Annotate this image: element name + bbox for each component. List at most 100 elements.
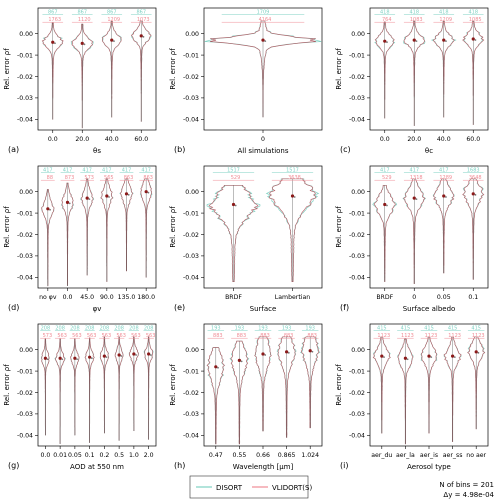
mean-point <box>149 354 152 356</box>
mean-point <box>76 358 78 361</box>
count-label-vlidort: 1120 <box>78 17 91 23</box>
count-label-vlidort: 1123 <box>401 333 414 339</box>
y-tick-label: -0.01 <box>17 210 33 217</box>
legend-label-disort: DISORT <box>216 484 243 492</box>
median-point <box>110 38 114 42</box>
count-label-vlidort: 565 <box>104 175 114 181</box>
x-axis-label: Wavelength [μm] <box>233 463 294 471</box>
mean-point <box>453 356 456 359</box>
x-tick-label: 90.0 <box>100 294 114 301</box>
count-label-vlidort: 873 <box>65 175 75 181</box>
mean-point <box>474 193 477 196</box>
mean-point <box>240 360 243 363</box>
y-tick-label: -0.04 <box>17 433 33 440</box>
count-label-disort: 415 <box>377 326 387 332</box>
y-axis-label: Rel. error ρf <box>335 48 343 90</box>
y-tick-label: -0.03 <box>349 95 365 102</box>
median-point <box>51 40 55 44</box>
plot-frame <box>37 323 157 447</box>
x-axis-label: θc <box>425 147 433 155</box>
median-point <box>442 38 446 42</box>
median-point <box>427 354 431 358</box>
median-point <box>471 192 475 196</box>
y-tick-label: -0.03 <box>17 253 33 260</box>
count-label-vlidort: 3648 <box>469 175 482 181</box>
violin-outline <box>41 189 55 287</box>
count-label-disort: 417 <box>141 168 151 174</box>
x-tick-label: 0 <box>261 136 265 143</box>
x-tick-label: 0.2 <box>99 452 109 459</box>
median-point <box>442 194 446 198</box>
plot-frame <box>369 165 489 289</box>
mean-point <box>113 40 115 43</box>
plot-frame <box>37 165 157 289</box>
footer-delta: Δy = 4.98e-04 <box>443 491 494 499</box>
y-tick-label: 0.00 <box>19 347 33 354</box>
y-tick-label: -0.04 <box>183 117 199 124</box>
x-tick-label: aer_is <box>420 452 438 459</box>
x-tick-label: 0.0 <box>63 294 73 301</box>
count-label-vlidort: 1763 <box>48 17 61 23</box>
plot-frame <box>37 7 157 131</box>
count-label-disort: 417 <box>63 168 73 174</box>
median-point <box>451 354 455 358</box>
mean-point <box>90 357 93 360</box>
x-tick-label: 40.0 <box>437 136 451 143</box>
count-label-disort: 208 <box>129 326 139 332</box>
count-label-vlidort: 563 <box>87 333 97 339</box>
mean-point <box>108 196 110 198</box>
count-label-vlidort: 883 <box>237 333 247 339</box>
median-point <box>308 349 312 353</box>
count-label-disort: 415 <box>401 326 411 332</box>
y-axis-label: Rel. error ρf <box>3 48 11 90</box>
median-point <box>383 39 387 43</box>
x-axis-label: Surface <box>250 305 277 313</box>
x-tick-label: BRDF <box>376 294 393 301</box>
count-label-vlidort: 563 <box>116 333 126 339</box>
x-tick-label: 60.0 <box>466 136 480 143</box>
mean-point <box>46 358 49 361</box>
y-axis-label: Rel. error ρf <box>3 206 11 248</box>
median-point <box>46 207 50 211</box>
count-label-vlidort: 563 <box>102 333 112 339</box>
count-label-disort: 417 <box>122 168 132 174</box>
count-label-disort: 417 <box>380 168 390 174</box>
mean-point <box>293 196 296 198</box>
x-tick-label: aer_du <box>371 452 392 459</box>
mean-point <box>287 351 290 354</box>
median-point <box>471 37 475 41</box>
count-label-vlidort: 863 <box>124 175 134 181</box>
count-label-vlidort: 563 <box>131 333 141 339</box>
y-tick-label: -0.02 <box>17 390 33 397</box>
x-tick-label: 0.0 <box>48 136 58 143</box>
y-tick-label: -0.04 <box>17 275 33 282</box>
mean-point <box>135 354 137 356</box>
mean-point <box>430 356 433 359</box>
mean-point <box>49 208 51 211</box>
panel-c: 0.00 -0.01 -0.02 -0.03 -0.04 Rel. error ρf 0.0… <box>335 7 489 155</box>
violin-outline <box>100 178 113 282</box>
median-point <box>139 34 143 38</box>
count-label-vlidort: 863 <box>143 175 153 181</box>
count-label-disort: 208 <box>55 326 65 332</box>
count-label-disort: 867 <box>48 10 58 16</box>
count-label-disort: 208 <box>70 326 80 332</box>
count-label-disort: 208 <box>114 326 124 332</box>
count-label-disort: 867 <box>107 10 117 16</box>
mean-point <box>445 40 447 43</box>
median-point <box>147 352 151 356</box>
count-label-vlidort: 573 <box>43 333 53 339</box>
count-label-disort: 1709 <box>257 10 270 16</box>
y-tick-label: -0.02 <box>183 74 199 81</box>
mean-point <box>445 196 447 198</box>
y-tick-label: -0.02 <box>183 390 199 397</box>
y-tick-label: 0.00 <box>185 189 199 196</box>
x-tick-label: 0.55 <box>233 452 247 459</box>
x-axis-label: φv <box>93 305 102 313</box>
median-point <box>105 194 109 198</box>
x-tick-label: 1.0 <box>129 452 139 459</box>
count-label-vlidort: 1209 <box>439 17 452 23</box>
median-point <box>290 194 295 198</box>
y-tick-label: -0.03 <box>17 95 33 102</box>
y-tick-label: -0.03 <box>349 253 365 260</box>
